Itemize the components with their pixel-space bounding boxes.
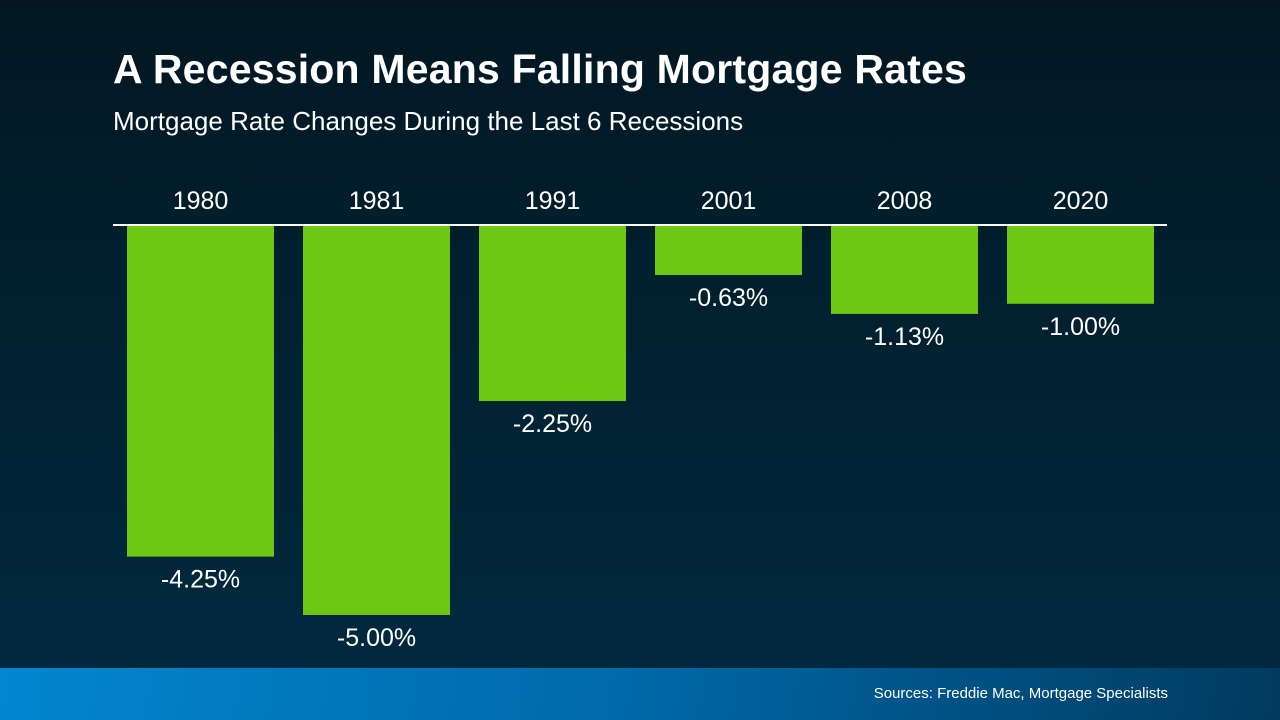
data-label: -1.00% (1041, 313, 1120, 341)
bar-2008 (831, 226, 978, 314)
category-label: 1991 (525, 187, 581, 215)
source-note: Sources: Freddie Mac, Mortgage Specialis… (873, 685, 1168, 702)
category-label: 1980 (173, 187, 229, 215)
data-label: -2.25% (513, 410, 592, 438)
bar-2001 (655, 226, 802, 276)
bar-1991 (479, 226, 626, 402)
chart-subtitle: Mortgage Rate Changes During the Last 6 … (113, 106, 744, 136)
category-label: 1981 (349, 187, 405, 215)
category-label: 2001 (701, 187, 757, 215)
chart-title: A Recession Means Falling Mortgage Rates (113, 46, 968, 92)
data-label: -1.13% (865, 323, 944, 351)
footer-bar: Sources: Freddie Mac, Mortgage Specialis… (0, 668, 1280, 720)
category-label: 2020 (1053, 187, 1109, 215)
data-label: -5.00% (337, 624, 416, 652)
data-label: -4.25% (161, 566, 240, 594)
bar-2020 (1007, 226, 1154, 304)
bar-chart: 1980 -4.25% 1981 -5.00% 1991 -2.25% 2001 -0.63%… (127, 187, 1154, 652)
category-label: 2008 (877, 187, 933, 215)
bar-1980 (127, 226, 274, 557)
bar-1981 (303, 226, 450, 615)
data-label: -0.63% (689, 284, 768, 312)
